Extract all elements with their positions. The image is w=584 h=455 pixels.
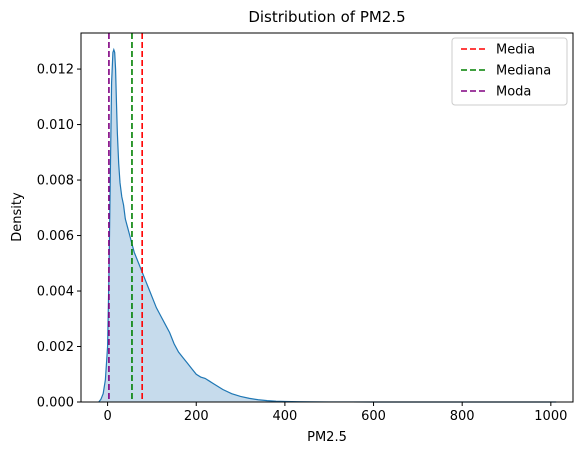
x-tick-label: 400 [272, 409, 297, 424]
axes-frame [80, 32, 574, 403]
chart-title: Distribution of PM2.5 [248, 8, 405, 26]
x-tick-label: 800 [450, 409, 475, 424]
y-tick-label: 0.000 [37, 396, 74, 411]
legend-box [451, 37, 568, 106]
legend-label-mediana: Mediana [496, 64, 551, 79]
legend: Media Mediana Moda [451, 37, 568, 106]
x-tick-label: 0 [103, 409, 111, 424]
density-curve [98, 47, 557, 403]
y-axis-ticks: 0.000 0.002 0.004 0.006 0.008 0.010 0.012 [37, 63, 81, 411]
legend-label-moda: Moda [496, 85, 531, 100]
y-axis-label: Density [10, 192, 25, 242]
x-axis-label: PM2.5 [307, 430, 347, 445]
reference-lines [108, 33, 143, 402]
x-tick-label: 1000 [534, 409, 567, 424]
plot-area [98, 33, 557, 403]
x-axis-ticks: 0 200 400 600 800 1000 [103, 402, 567, 424]
legend-label-media: Media [496, 43, 535, 58]
x-tick-label: 200 [184, 409, 209, 424]
x-tick-label: 600 [361, 409, 386, 424]
y-tick-label: 0.008 [37, 174, 74, 189]
y-tick-label: 0.010 [37, 118, 74, 133]
y-tick-label: 0.002 [37, 340, 74, 355]
density-area-fill [98, 49, 557, 403]
y-tick-label: 0.004 [37, 285, 74, 300]
y-tick-label: 0.006 [37, 229, 74, 244]
y-tick-label: 0.012 [37, 63, 74, 78]
